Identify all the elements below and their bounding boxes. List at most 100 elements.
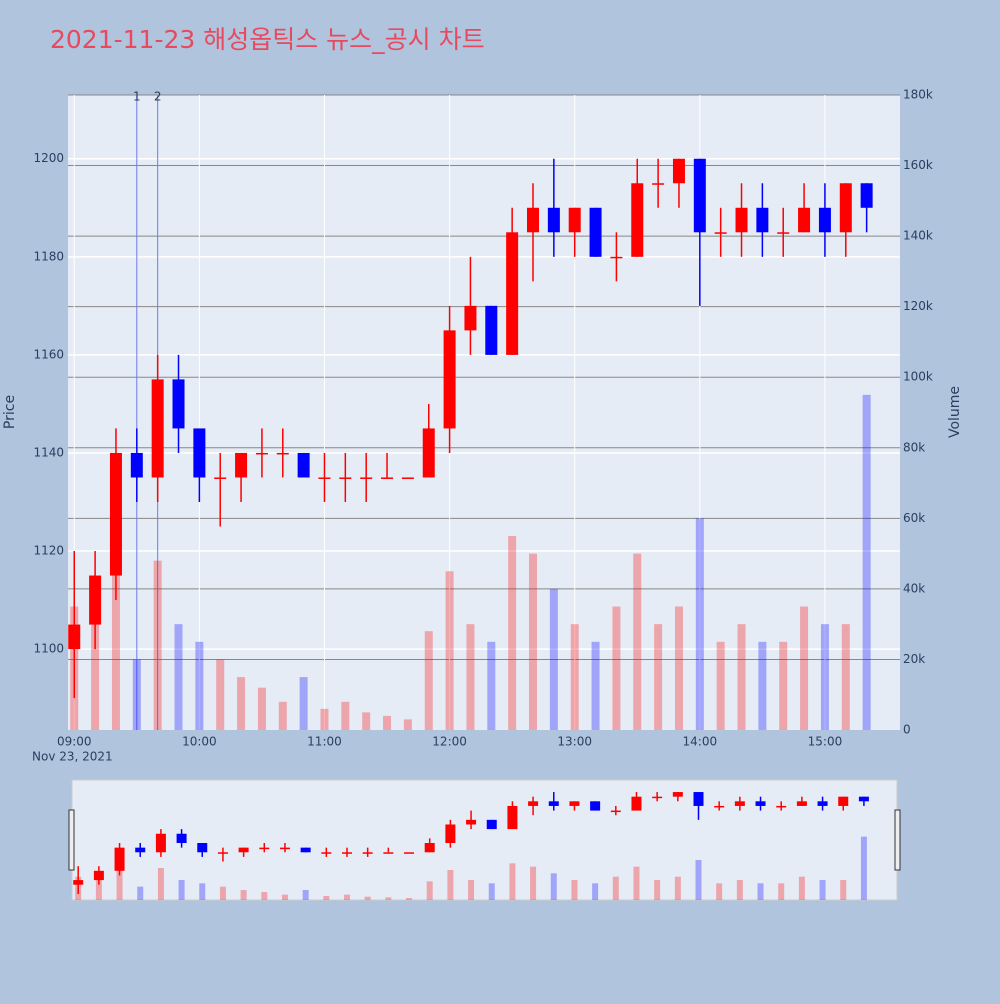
volume-bar <box>612 606 621 730</box>
x-tick-label: 09:00 <box>57 735 92 749</box>
range-handle[interactable] <box>894 809 901 871</box>
volume-bar <box>174 624 183 730</box>
y2-tick-label: 60k <box>903 511 925 525</box>
volume-bar <box>716 883 723 900</box>
candle-body <box>569 801 580 806</box>
y-tick-label: 1160 <box>33 347 64 361</box>
volume-bar <box>550 873 557 900</box>
candle-body <box>422 428 435 478</box>
candle-body <box>631 183 644 257</box>
volume-bar <box>591 641 600 730</box>
volume-bar <box>323 896 330 900</box>
x-tick-label: 13:00 <box>557 735 592 749</box>
volume-bar <box>549 588 558 730</box>
volume-bar <box>237 677 246 730</box>
volume-bar <box>654 624 663 730</box>
volume-bar <box>299 677 308 730</box>
candle-body <box>506 232 519 355</box>
candle-body <box>109 452 122 576</box>
candle-body <box>610 810 621 813</box>
volume-bar <box>447 870 454 900</box>
candle-body <box>445 824 456 844</box>
x-tick-label: 10:00 <box>182 735 217 749</box>
volume-bar <box>240 890 247 900</box>
volume-bar <box>612 876 619 900</box>
volume-bar <box>778 883 785 900</box>
volume-bar <box>178 880 185 900</box>
volume-bar <box>654 880 661 900</box>
volume-bar <box>530 866 537 900</box>
volume-bar <box>466 624 475 730</box>
candle-body <box>631 796 642 811</box>
candle-body <box>297 452 310 478</box>
x-tick-label: 12:00 <box>432 735 467 749</box>
candle-body <box>217 852 228 854</box>
candle-body <box>589 207 602 257</box>
x-date-label: Nov 23, 2021 <box>32 750 113 764</box>
candle-body <box>527 207 540 233</box>
volume-bar <box>383 715 392 730</box>
volume-bar <box>341 701 350 730</box>
volume-bar <box>779 641 788 730</box>
candle-body <box>238 847 249 853</box>
candle-body <box>214 477 227 479</box>
volume-bar <box>257 687 266 730</box>
candle-body <box>714 805 725 808</box>
volume-bar <box>385 897 392 900</box>
volume-bar <box>695 518 704 730</box>
volume-bar <box>862 394 871 730</box>
candle-body <box>73 880 84 885</box>
candle-body <box>255 452 268 455</box>
candle-body <box>652 796 663 799</box>
volume-bar <box>153 560 162 730</box>
x-tick-label: 15:00 <box>808 735 843 749</box>
y2-tick-label: 20k <box>903 652 925 666</box>
candle-body <box>318 477 331 479</box>
volume-bar <box>278 701 287 730</box>
volume-bar <box>841 624 850 730</box>
candle-body <box>735 207 748 233</box>
volume-bar <box>199 883 206 900</box>
candle-body <box>796 801 807 806</box>
volume-bar <box>737 624 746 730</box>
candle-body <box>339 477 352 479</box>
volume-bar <box>736 880 743 900</box>
candle-body <box>652 183 665 185</box>
y-tick-label: 1120 <box>33 544 64 558</box>
candle-body <box>68 624 81 650</box>
candle-body <box>818 207 831 233</box>
volume-bar <box>116 863 123 900</box>
candle-body <box>135 847 146 853</box>
candle-body <box>401 477 414 479</box>
candle-body <box>383 852 394 854</box>
candle-body <box>755 801 766 806</box>
candle-body <box>362 852 373 854</box>
candle-body <box>176 833 187 844</box>
candle-body <box>300 847 311 853</box>
volume-bar <box>424 631 433 730</box>
y-tick-label: 1180 <box>33 249 64 263</box>
volume-bar <box>674 876 681 900</box>
volume-bar <box>529 553 538 730</box>
y2-axis-title: Volume <box>947 386 963 438</box>
range-handle[interactable] <box>68 809 75 871</box>
volume-bar <box>800 606 809 730</box>
y-tick-label: 1100 <box>33 642 64 656</box>
candle-body <box>528 801 539 806</box>
volume-bar <box>674 606 683 730</box>
candle-body <box>485 305 498 355</box>
volume-bar <box>509 863 516 900</box>
y-tick-label: 1200 <box>33 151 64 165</box>
y2-tick-label: 140k <box>903 229 933 243</box>
volume-bar <box>445 571 454 730</box>
candle-body <box>547 207 560 233</box>
volume-bar <box>261 892 268 900</box>
candle-body <box>360 477 373 479</box>
candle-body <box>858 796 869 802</box>
y2-tick-label: 80k <box>903 440 925 454</box>
volume-bar <box>426 881 433 900</box>
range-slider[interactable] <box>71 779 898 901</box>
volume-bar <box>195 641 204 730</box>
y2-tick-label: 160k <box>903 158 933 172</box>
